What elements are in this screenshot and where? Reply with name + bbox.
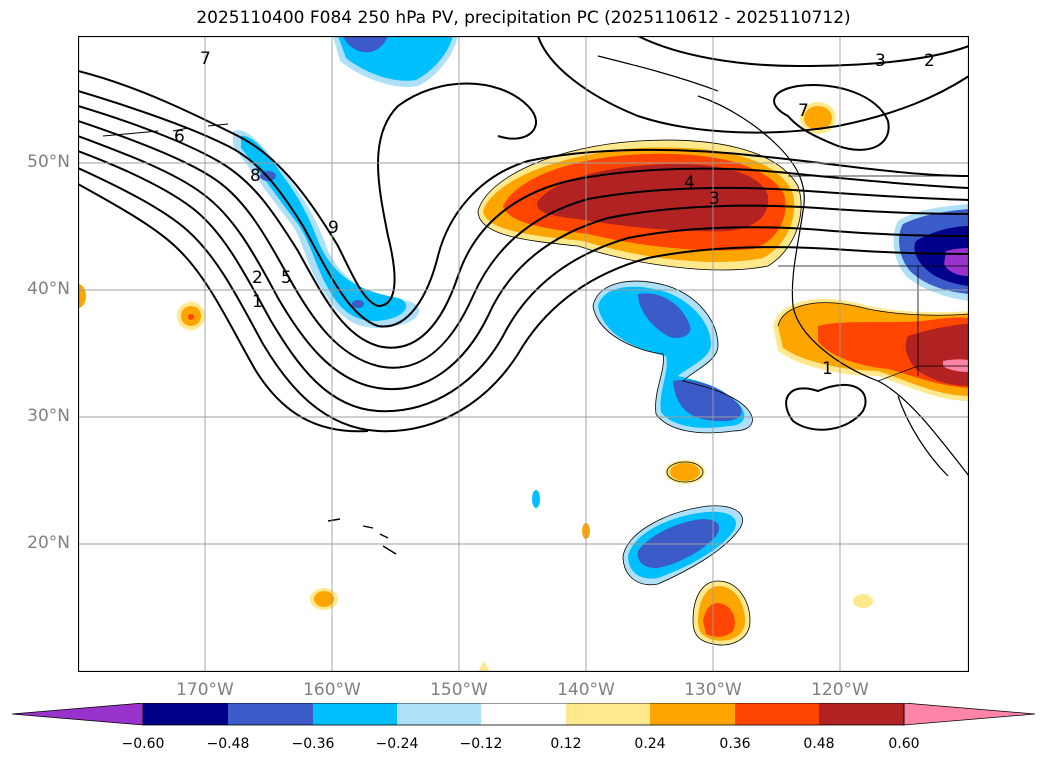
colorbar-tick: −0.36: [291, 736, 335, 752]
lon-label-170w: 170°W: [176, 680, 234, 700]
map-canvas: 7 6 8 9 2 5 1 4 3 7 3 2 1: [78, 36, 969, 672]
contour-label: 3: [709, 189, 720, 209]
lon-label-130w: 130°W: [684, 680, 742, 700]
colorbar-segment: [143, 703, 228, 725]
lon-label-140w: 140°W: [557, 680, 615, 700]
contour-label: 9: [328, 218, 339, 238]
contour-label: 7: [798, 101, 809, 121]
map-border: [78, 36, 969, 672]
colorbar-tick: 0.36: [719, 736, 751, 752]
colorbar-tick: −0.24: [375, 736, 419, 752]
colorbar: [11, 703, 1036, 726]
lat-label-50n: 50°N: [27, 152, 70, 172]
colorbar-min-arrow: [11, 703, 144, 726]
contour-label: 6: [174, 127, 185, 147]
contour-label: 4: [684, 173, 695, 193]
colorbar-segment: [819, 703, 904, 725]
colorbar-max-arrow: [903, 703, 1036, 726]
lon-label-120w: 120°W: [811, 680, 869, 700]
contour-label: 5: [281, 268, 292, 288]
map-panel: 7 6 8 9 2 5 1 4 3 7 3 2 1: [78, 36, 969, 672]
colorbar-segment: [397, 703, 481, 725]
graticule: [78, 36, 969, 672]
contour-label: 2: [252, 268, 263, 288]
contour-labels: 7 6 8 9 2 5 1 4 3 7 3 2 1: [174, 49, 935, 379]
pos-spot-edge: [78, 284, 86, 308]
contour-label: 1: [252, 292, 263, 312]
pv-contours: [78, 36, 969, 433]
lat-label-40n: 40°N: [27, 279, 70, 299]
colorbar-segment: [313, 703, 397, 725]
contour-label: 8: [250, 166, 261, 186]
map-title: 2025110400 F084 250 hPa PV, precipitatio…: [196, 8, 851, 28]
contour-label: 7: [200, 49, 211, 69]
contour-label: 3: [875, 51, 886, 71]
precip-outlines: [477, 139, 969, 646]
colorbar-tick: 0.48: [803, 736, 835, 752]
lat-label-20n: 20°N: [27, 533, 70, 553]
lon-label-160w: 160°W: [303, 680, 361, 700]
precip-negative-shading: [233, 36, 969, 585]
lon-label-150w: 150°W: [430, 680, 488, 700]
colorbar-segment: [481, 703, 566, 725]
contour-label: 1: [822, 359, 833, 379]
colorbar-segment: [650, 703, 735, 725]
lat-label-30n: 30°N: [27, 406, 70, 426]
colorbar-tick: 0.12: [550, 736, 582, 752]
colorbar-tick: −0.12: [459, 736, 503, 752]
precip-positive-shading: [78, 102, 969, 672]
colorbar-tick: 0.60: [888, 736, 920, 752]
colorbar-tick: 0.24: [634, 736, 666, 752]
coastlines: [102, 55, 969, 555]
colorbar-segment: [735, 703, 819, 725]
pos-sw-strong: [905, 324, 969, 386]
colorbar-segment: [566, 703, 650, 725]
colorbar-segment: [228, 703, 313, 725]
colorbar-tick: −0.48: [206, 736, 250, 752]
pos-band-strong: [537, 164, 769, 232]
contour-label: 2: [924, 51, 935, 71]
colorbar-tick: −0.60: [121, 736, 165, 752]
